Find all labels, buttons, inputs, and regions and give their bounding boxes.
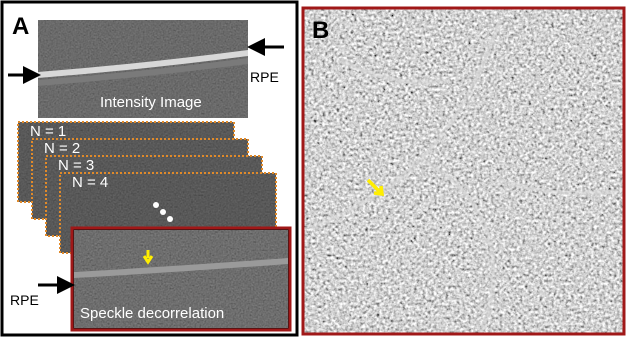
caption: Intensity Image (100, 94, 202, 111)
dot (160, 209, 166, 215)
intensity-image: Intensity Image (38, 20, 248, 118)
figure: A Intensity Image RPE N = 1N = 2N = 3N =… (0, 0, 627, 337)
frame-label: N = 3 (58, 157, 94, 174)
rpe-label: RPE (250, 69, 279, 85)
frame-label: N = 1 (30, 123, 66, 140)
rpe-label: RPE (10, 292, 39, 308)
frame-label: N = 2 (44, 140, 80, 157)
dot (167, 216, 173, 222)
angiogram (303, 8, 624, 334)
caption: Speckle decorrelation (80, 305, 224, 322)
panel-label: B (312, 17, 329, 44)
decorrelation-image: Speckle decorrelation (72, 228, 290, 330)
frame-label: N = 4 (72, 174, 108, 191)
dot (153, 202, 159, 208)
panel-label: A (12, 13, 29, 40)
